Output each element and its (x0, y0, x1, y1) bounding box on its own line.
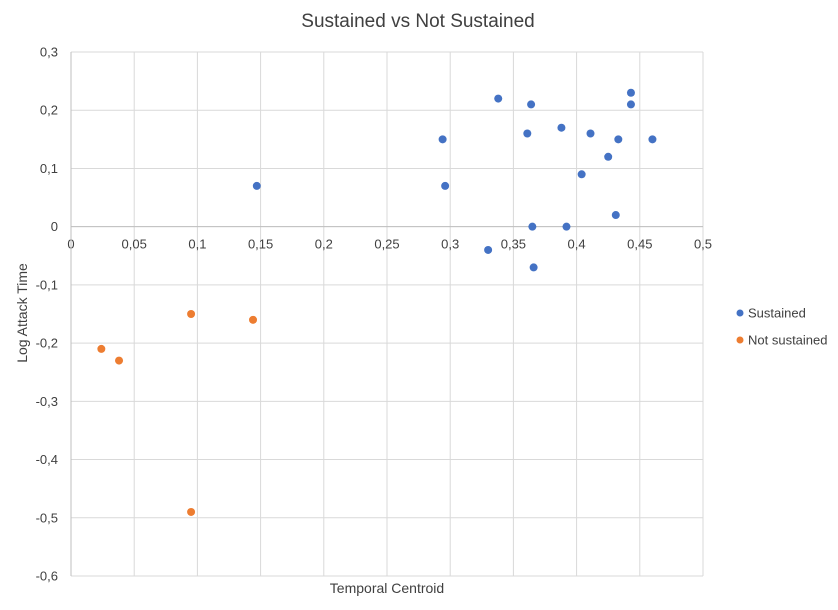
point-sustained (604, 152, 613, 161)
point-not-sustained (187, 507, 196, 516)
x-tick-label: 0,4 (568, 237, 586, 252)
gridlines (70, 51, 704, 577)
y-tick-label: 0,3 (40, 45, 58, 60)
point-sustained (562, 222, 571, 231)
legend-label-not-sustained: Not sustained (748, 333, 828, 348)
legend-label-sustained: Sustained (748, 306, 806, 321)
x-tick-label: 0,25 (374, 237, 399, 252)
point-sustained (614, 135, 623, 144)
point-sustained (611, 211, 620, 220)
y-tick-label: 0 (51, 219, 58, 234)
point-not-sustained (249, 315, 258, 324)
point-sustained (528, 222, 537, 231)
point-sustained (626, 100, 635, 109)
point-sustained (252, 181, 261, 190)
point-sustained (557, 123, 566, 132)
legend: Sustained Not sustained (736, 306, 828, 348)
axes: 0,30,20,10-0,1-0,2-0,3-0,4-0,5-0,600,050… (36, 45, 712, 584)
y-axis-title: Log Attack Time (14, 263, 30, 363)
y-tick-label: 0,1 (40, 161, 58, 176)
y-tick-label: 0,2 (40, 103, 58, 118)
point-sustained (527, 100, 536, 109)
x-tick-label: 0,15 (248, 237, 273, 252)
point-sustained (484, 245, 493, 254)
chart-title: Sustained vs Not Sustained (301, 11, 534, 32)
x-tick-label: 0,45 (627, 237, 652, 252)
y-tick-label: -0,3 (36, 394, 58, 409)
y-tick-label: -0,6 (36, 569, 58, 584)
point-sustained (626, 88, 635, 97)
x-axis-title: Temporal Centroid (330, 580, 444, 596)
y-tick-label: -0,4 (36, 452, 58, 467)
x-tick-label: 0,3 (441, 237, 459, 252)
point-not-sustained (187, 310, 196, 318)
point-sustained (586, 129, 595, 138)
x-tick-label: 0,2 (315, 237, 333, 252)
point-sustained (438, 135, 447, 144)
legend-marker-not-sustained (736, 336, 744, 344)
point-sustained (529, 263, 538, 272)
legend-marker-sustained (736, 309, 744, 317)
data-points (97, 88, 657, 516)
point-sustained (441, 181, 450, 190)
x-tick-label: 0,35 (501, 237, 526, 252)
point-sustained (648, 135, 657, 144)
x-tick-label: 0,5 (694, 237, 712, 252)
point-not-sustained (97, 344, 106, 353)
y-tick-label: -0,5 (36, 510, 58, 525)
y-tick-label: -0,1 (36, 277, 58, 292)
point-sustained (523, 129, 532, 138)
x-tick-label: 0,05 (122, 237, 147, 252)
point-sustained (577, 170, 586, 179)
x-tick-label: 0,1 (188, 237, 206, 252)
point-sustained (494, 94, 503, 103)
point-not-sustained (115, 356, 124, 365)
y-tick-label: -0,2 (36, 336, 58, 351)
